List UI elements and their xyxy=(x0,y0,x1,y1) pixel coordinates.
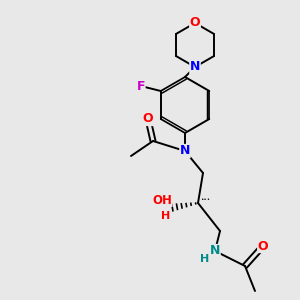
Text: OH: OH xyxy=(152,194,172,206)
Text: N: N xyxy=(180,145,190,158)
Text: O: O xyxy=(258,239,268,253)
Text: N: N xyxy=(210,244,220,257)
Text: H: H xyxy=(200,254,210,264)
Text: O: O xyxy=(190,16,200,29)
Text: F: F xyxy=(136,80,145,92)
Text: O: O xyxy=(143,112,153,125)
Text: H: H xyxy=(161,211,171,221)
Text: •••: ••• xyxy=(200,197,210,202)
Text: N: N xyxy=(190,61,200,74)
